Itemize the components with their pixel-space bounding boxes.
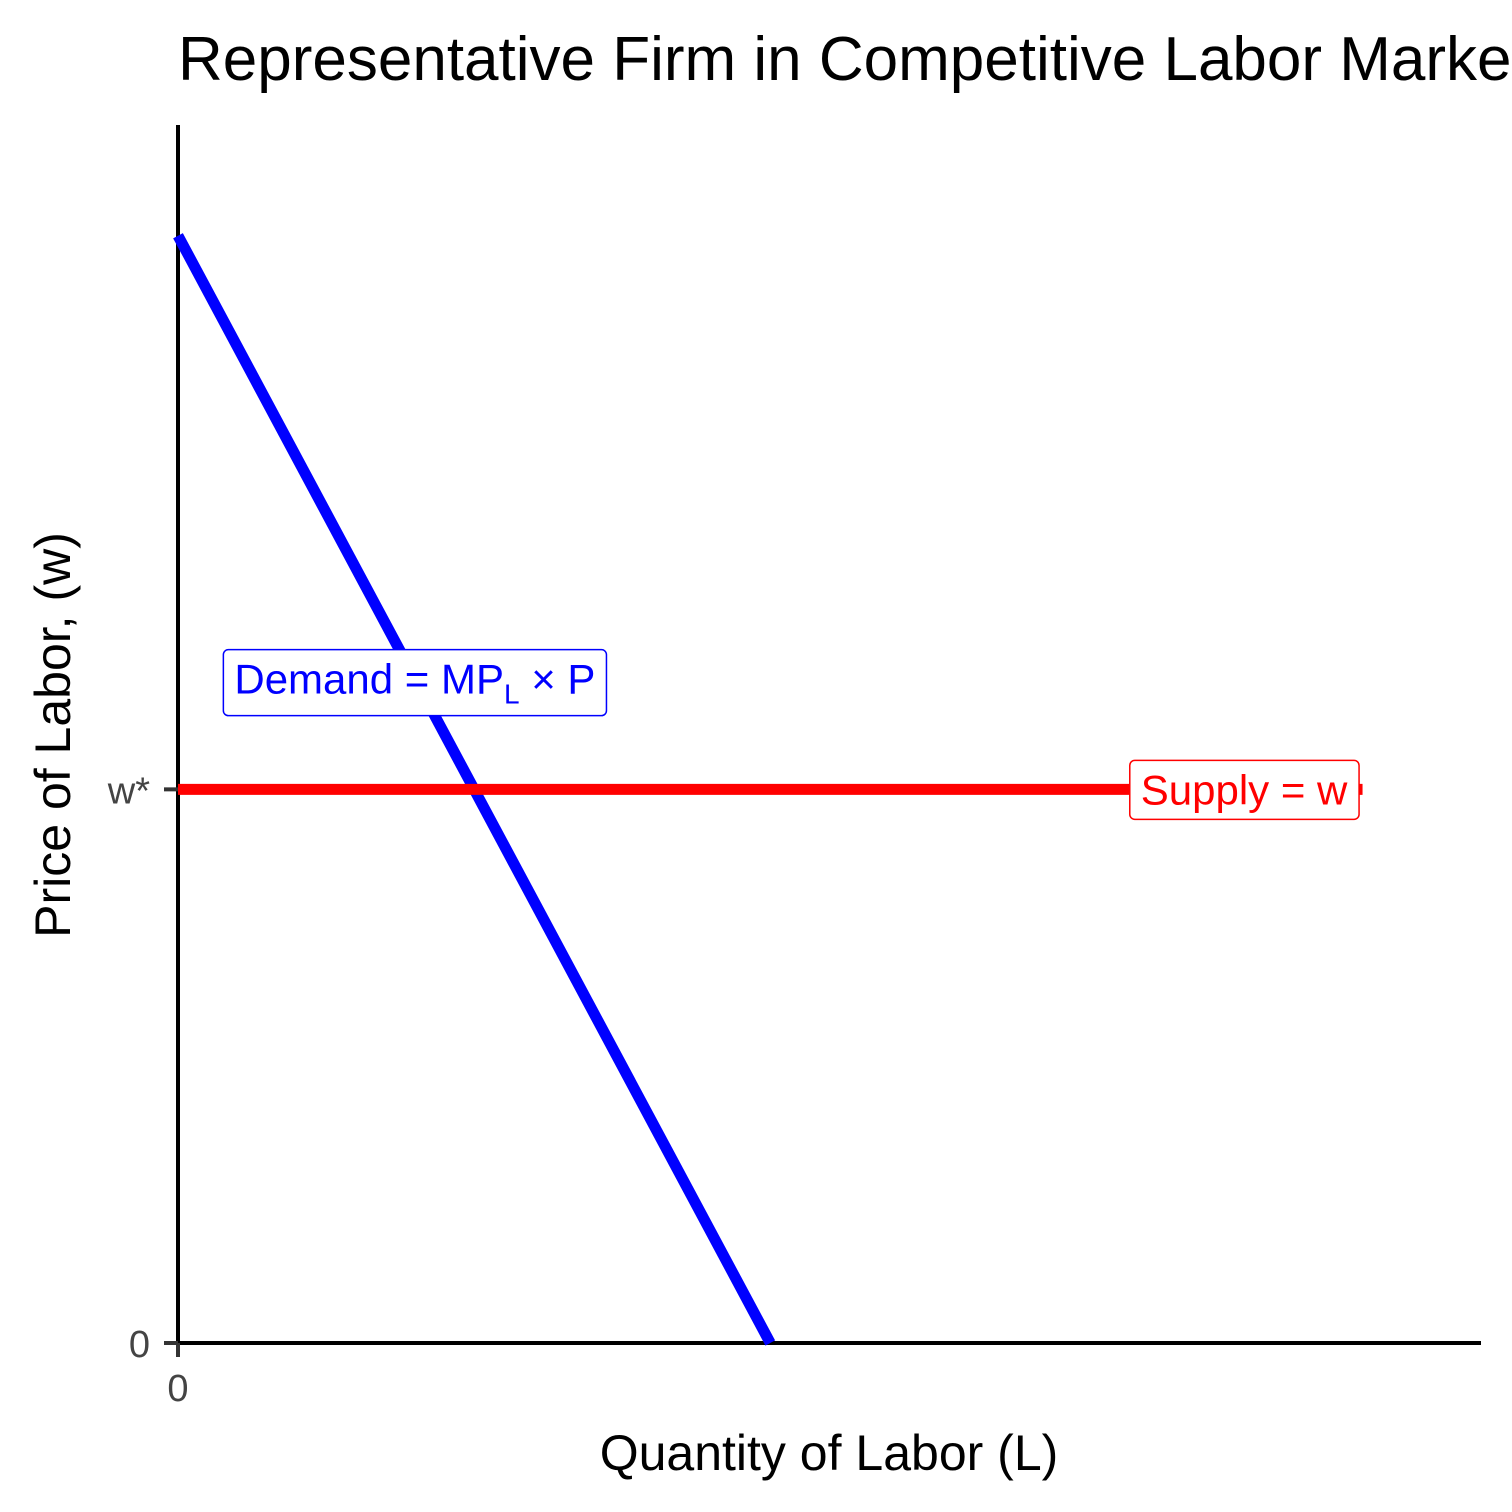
y-tick-label: 0 — [129, 1324, 150, 1366]
demand-label-text: Demand = MPL × P — [234, 656, 595, 710]
y-axis-title: Price of Labor, (w) — [25, 532, 81, 938]
supply-label-box — [1129, 759, 1360, 821]
x-axis-title: Quantity of Labor (L) — [600, 1425, 1059, 1481]
demand-label: Demand = MPL × P — [222, 648, 608, 717]
demand-label-box — [222, 648, 608, 717]
supply-label: Supply = w — [1129, 759, 1360, 821]
y-tick-label: w* — [107, 770, 150, 812]
chart-title: Representative Firm in Competitive Labor… — [178, 25, 1512, 94]
plot-area: 0 w* 0 Demand = MPL × P Supply = w — [107, 125, 1481, 1410]
supply-label-text: Supply = w — [1141, 766, 1348, 813]
x-tick-label: 0 — [167, 1368, 188, 1410]
